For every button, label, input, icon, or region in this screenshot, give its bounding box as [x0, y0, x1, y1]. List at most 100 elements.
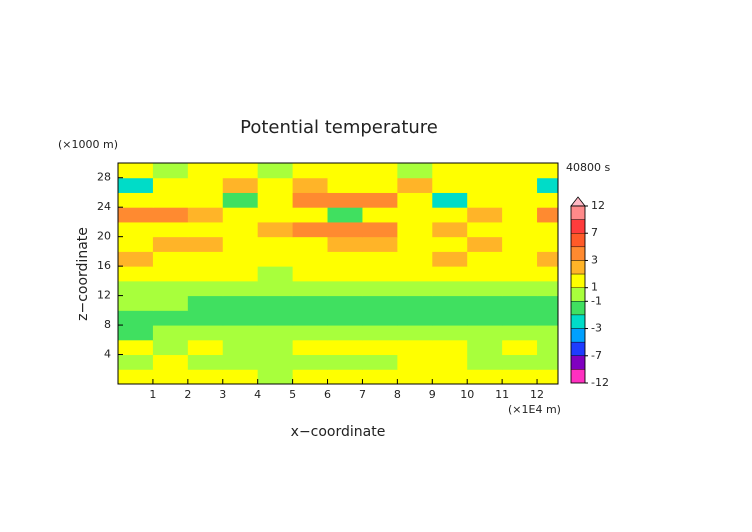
field-cell	[257, 369, 294, 385]
field-cell	[397, 177, 433, 193]
field-cell	[327, 177, 363, 193]
field-cell	[152, 280, 189, 297]
field-cell	[257, 339, 294, 356]
x-tick-label: 12	[530, 388, 544, 401]
field-cell	[118, 266, 154, 282]
field-cell	[118, 339, 154, 356]
field-cell	[187, 163, 224, 179]
field-cell	[432, 325, 468, 341]
field-cell	[222, 295, 259, 311]
field-cell	[222, 339, 259, 356]
field-cell	[432, 339, 468, 356]
field-cell	[362, 354, 398, 370]
field-cell	[292, 192, 329, 208]
field-cell	[362, 236, 398, 252]
field-cell	[467, 177, 503, 193]
field-cell	[397, 192, 433, 208]
field-cell	[187, 266, 224, 282]
time-label: 40800 s	[566, 161, 610, 174]
field-cell	[467, 207, 503, 223]
field-cell	[327, 236, 363, 252]
field-cell	[467, 339, 503, 356]
x-tick-label: 10	[460, 388, 474, 401]
colorbar-segment	[570, 233, 586, 248]
field-cell	[537, 251, 559, 267]
field-cell	[152, 339, 189, 356]
field-cell	[187, 354, 224, 370]
colorbar-tick-label: 7	[591, 226, 598, 239]
field-cell	[257, 295, 294, 311]
field-cell	[432, 369, 468, 385]
field-cell	[362, 310, 398, 326]
field-cell	[187, 221, 224, 238]
field-cell	[537, 163, 559, 179]
field-cell	[152, 325, 189, 341]
field-cell	[327, 295, 363, 311]
field-cell	[362, 280, 398, 297]
field-cell	[432, 221, 468, 238]
y-axis-label: z−coordinate	[75, 227, 91, 321]
field-cell	[397, 354, 433, 370]
field-cell	[187, 310, 224, 326]
field-cell	[362, 295, 398, 311]
field-cell	[467, 325, 503, 341]
field-cell	[327, 310, 363, 326]
field-cell	[187, 325, 224, 341]
x-tick-label: 3	[219, 388, 226, 401]
field-cell	[537, 177, 559, 193]
field-cell	[362, 207, 398, 223]
field-cell	[327, 354, 363, 370]
field-cell	[118, 280, 154, 297]
field-cell	[222, 369, 259, 385]
field-cell	[152, 163, 189, 179]
field-cell	[362, 266, 398, 282]
field-cell	[222, 221, 259, 238]
field-cell	[467, 354, 503, 370]
field-cell	[152, 251, 189, 267]
y-tick-label: 12	[97, 289, 111, 302]
colorbar-tick-label: -12	[591, 376, 609, 389]
y-tick-label: 28	[97, 171, 111, 184]
field-cell	[537, 207, 559, 223]
colorbar-segment	[570, 246, 586, 261]
field-cell	[187, 295, 224, 311]
field-cell	[292, 310, 329, 326]
field-cell	[222, 236, 259, 252]
field-cell	[397, 369, 433, 385]
field-cell	[467, 310, 503, 326]
colorbar-segment	[570, 219, 586, 234]
field-cell	[537, 354, 559, 370]
field-cell	[292, 295, 329, 311]
field-cell	[222, 280, 259, 297]
field-cell	[292, 236, 329, 252]
y-tick-label: 16	[97, 259, 111, 272]
field-cell	[222, 310, 259, 326]
field-cell	[397, 266, 433, 282]
plot-frame	[117, 162, 559, 385]
colorbar-segment	[570, 260, 586, 275]
field-cell	[362, 325, 398, 341]
field-cell	[397, 163, 433, 179]
field-cell	[432, 192, 468, 208]
x-tick-label: 9	[429, 388, 436, 401]
field-cell	[502, 339, 538, 356]
x-tick-label: 11	[495, 388, 509, 401]
field-cell	[152, 266, 189, 282]
field-cell	[502, 163, 538, 179]
field-cell	[432, 295, 468, 311]
field-cell	[327, 207, 363, 223]
field-cell	[152, 369, 189, 385]
field-cell	[257, 221, 294, 238]
field-cell	[327, 369, 363, 385]
field-cell	[257, 192, 294, 208]
field-cell	[257, 266, 294, 282]
field-cell	[502, 251, 538, 267]
field-cell	[432, 177, 468, 193]
field-cell	[118, 163, 154, 179]
field-cell	[118, 177, 154, 193]
field-cell	[537, 221, 559, 238]
field-cell	[467, 192, 503, 208]
field-cell	[292, 280, 329, 297]
field-cell	[118, 207, 154, 223]
field-cell	[222, 192, 259, 208]
